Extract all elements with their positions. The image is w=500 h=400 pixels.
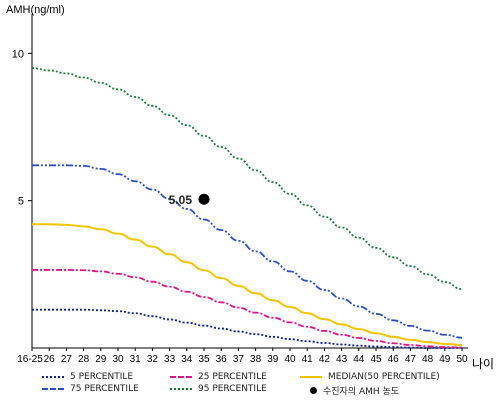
x-tick-label-31: 31: [130, 354, 142, 365]
legend-label-median: MEDIAN(50 PERCENTILE): [328, 372, 440, 382]
x-tick-label-30: 30: [112, 354, 124, 365]
legend-item-25-percentile: 25 PERCENTILE: [170, 372, 267, 382]
series-line-median-50-percentile: [32, 223, 463, 347]
amh-chart: AMH(ng/ml) 나이 5 10 16-25 26 27 28 29 30 31 32 33 34…: [6, 4, 494, 371]
legend-item-95-percentile: 95 PERCENTILE: [170, 384, 267, 394]
x-tick-label-40: 40: [284, 354, 296, 365]
series-line-75-percentile: [31, 164, 463, 339]
x-tick-label-39: 39: [267, 354, 279, 365]
x-tick-label-50: 50: [456, 354, 468, 365]
x-tick-label-28: 28: [78, 354, 90, 365]
legend-swatch-75: [42, 388, 64, 390]
series-line-25-percentile: [32, 269, 463, 349]
legend-item-median: MEDIAN(50 PERCENTILE): [300, 372, 440, 382]
x-tick-label-38: 38: [250, 354, 262, 365]
x-tick-label-46: 46: [388, 354, 400, 365]
x-tick-label-45: 45: [370, 354, 382, 365]
x-tick-label-41: 41: [302, 354, 314, 365]
x-tick-label-43: 43: [336, 354, 348, 365]
legend-item-patient: 수진자의 AMH 농도: [310, 384, 399, 397]
x-tick-label-47: 47: [405, 354, 417, 365]
legend-swatch-25: [170, 376, 192, 378]
legend-label-patient: 수진자의 AMH 농도: [323, 387, 400, 397]
series-line-95-percentile: [31, 67, 463, 290]
patient-amh-point: [198, 193, 210, 205]
series-line-5-percentile: [31, 308, 462, 349]
x-tick-label-37: 37: [233, 354, 245, 365]
legend-item-5-percentile: 5 PERCENTILE: [42, 372, 133, 382]
x-tick-label-29: 29: [95, 354, 107, 365]
x-tick-label-32: 32: [147, 354, 159, 365]
legend-dot-icon: [310, 387, 317, 394]
legend-label-5: 5 PERCENTILE: [70, 372, 134, 382]
y-tick-label-5: 5: [18, 196, 24, 208]
x-tick-label-42: 42: [319, 354, 331, 365]
y-axis-label: AMH(ng/ml): [6, 4, 65, 16]
legend-swatch-5: [42, 376, 64, 378]
x-tick-label-34: 34: [181, 354, 193, 365]
x-tick-label-35: 35: [198, 354, 210, 365]
patient-amh-value-label: 5.05: [169, 193, 193, 207]
x-tick-label-16-25: 16-25: [17, 354, 43, 365]
legend-swatch-95: [170, 388, 192, 390]
x-tick-label-26: 26: [44, 354, 56, 365]
legend-swatch-median: [300, 376, 322, 378]
legend: 5 PERCENTILE 75 PERCENTILE 25 PERCENTILE…: [0, 372, 500, 400]
y-tick-label-10: 10: [12, 48, 24, 60]
x-tick-label-27: 27: [61, 354, 73, 365]
legend-label-25: 25 PERCENTILE: [198, 372, 267, 382]
x-tick-label-49: 49: [439, 354, 451, 365]
legend-label-75: 75 PERCENTILE: [70, 384, 139, 394]
x-tick-label-48: 48: [422, 354, 434, 365]
x-tick-label-33: 33: [164, 354, 176, 365]
legend-label-95: 95 PERCENTILE: [198, 384, 267, 394]
x-tick-label-44: 44: [353, 354, 365, 365]
x-tick-label-36: 36: [216, 354, 228, 365]
legend-item-75-percentile: 75 PERCENTILE: [42, 384, 139, 394]
x-axis-label: 나이: [472, 357, 494, 371]
